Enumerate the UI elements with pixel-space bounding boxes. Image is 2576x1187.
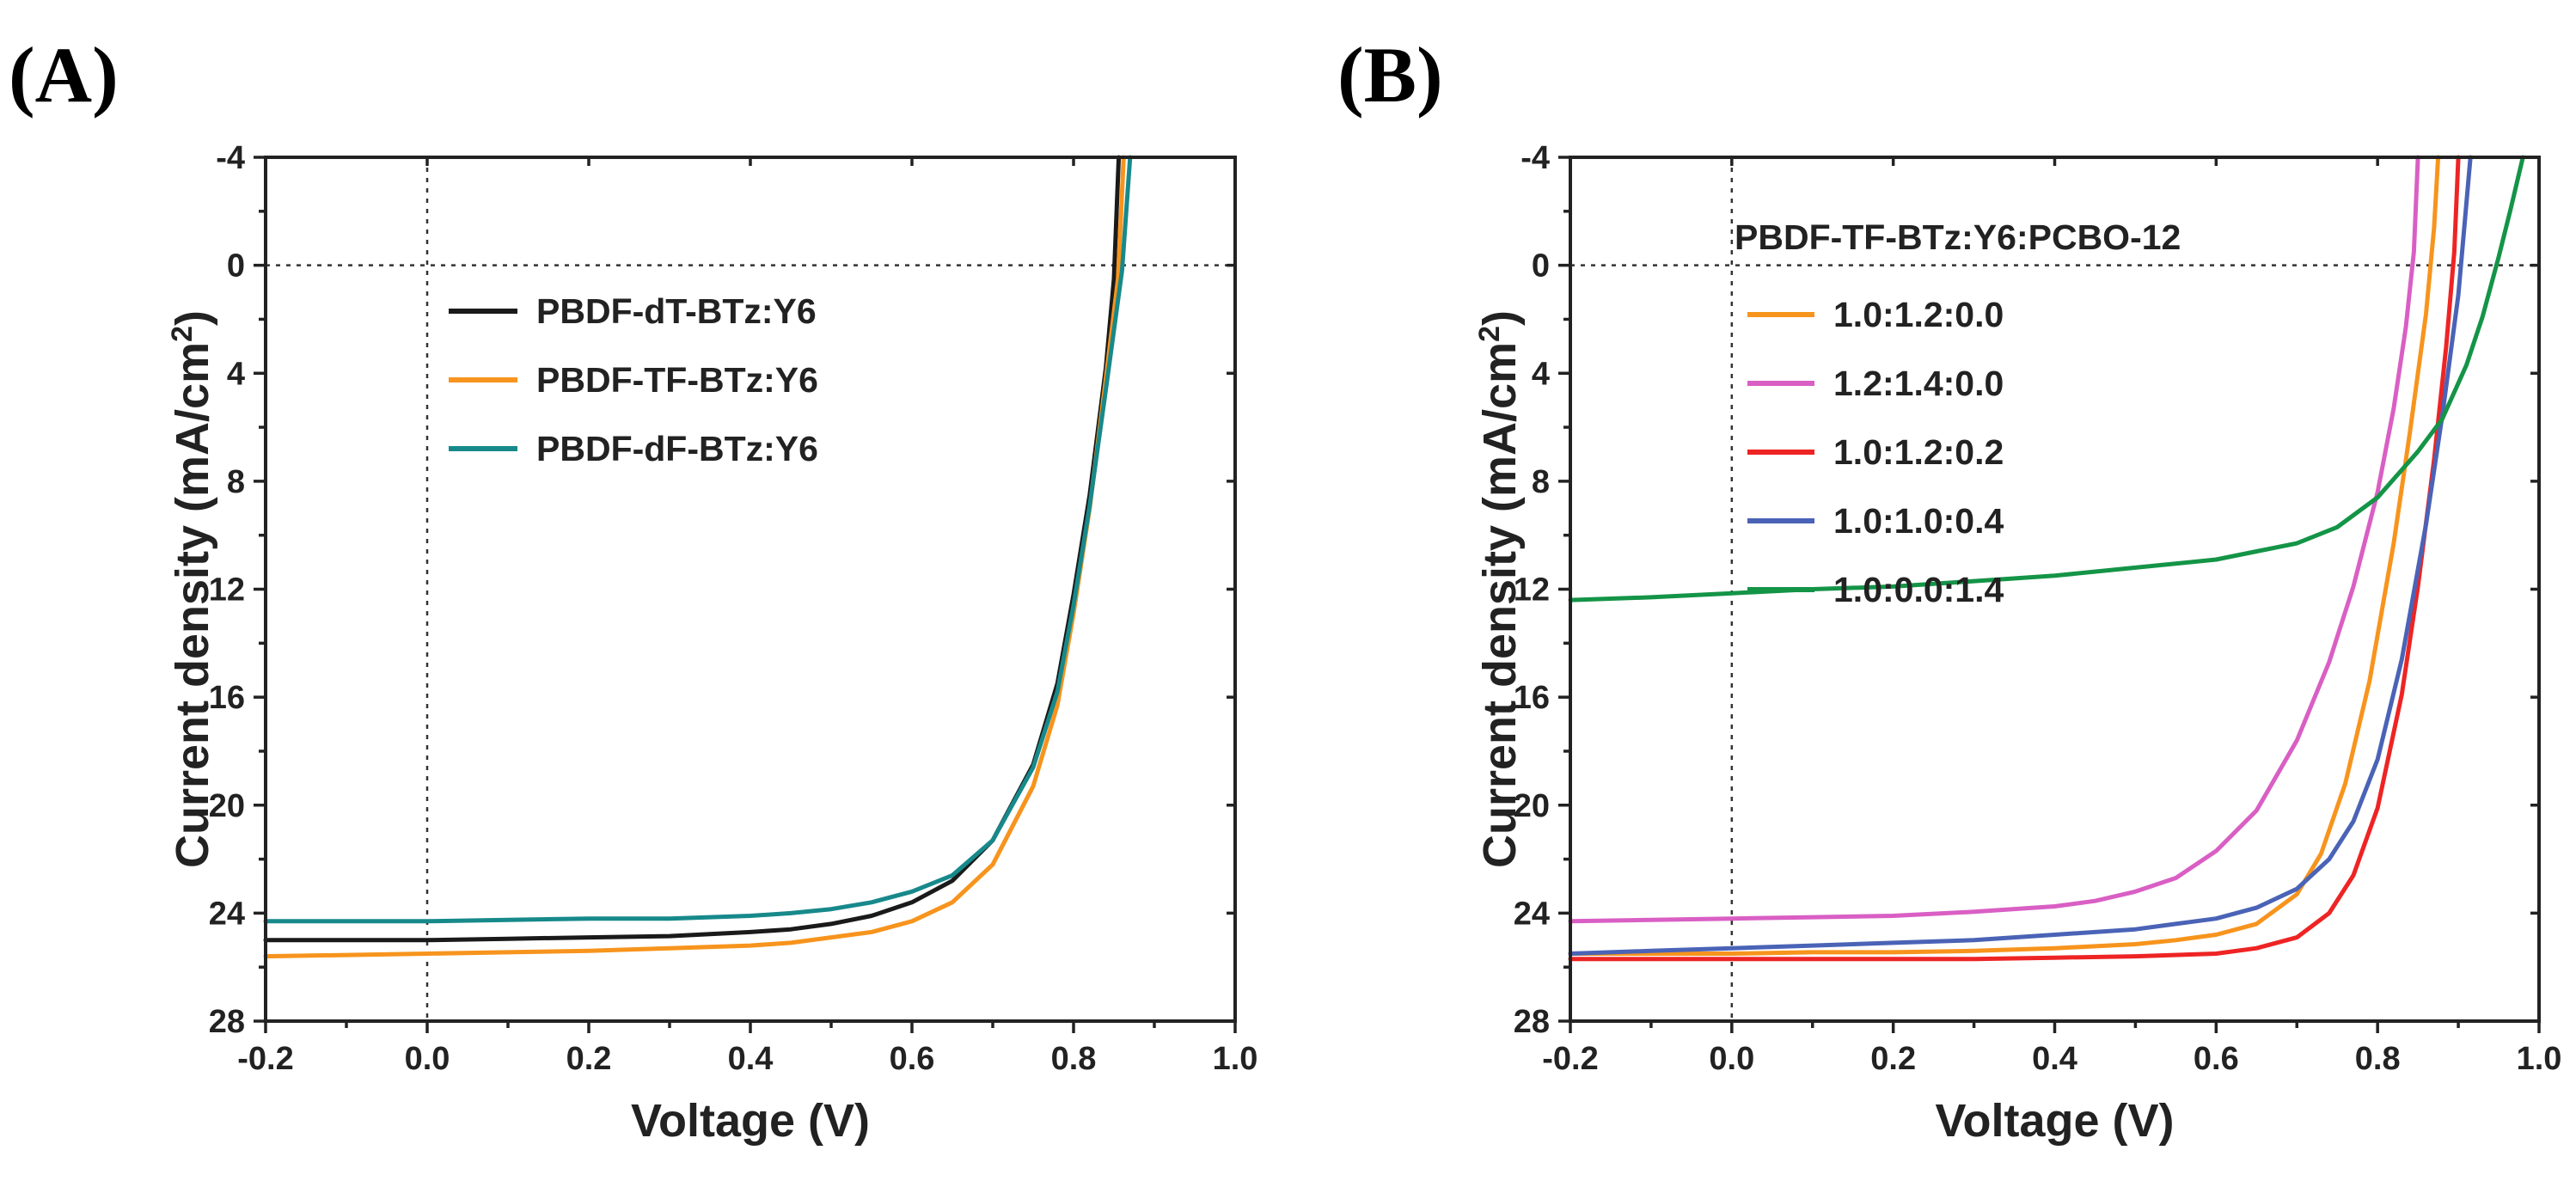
panel-a-y-tick-label: -4 [216,140,245,176]
panel-b-x-axis-title: Voltage (V) [1935,1095,2174,1147]
panel-b-y-tick-label: 4 [1532,356,1550,392]
panel-b-y-tick-label: 20 [1514,788,1550,824]
panel-b-series-line-4 [1568,155,2473,956]
panel-a-x-tick-label: 0.8 [1051,1041,1097,1077]
panel-b-legend-label-4: 1.0:1.0:0.4 [1833,501,2004,541]
panel-a-x-tick-label: 1.0 [1213,1041,1258,1077]
panel-a-y-tick-label: 0 [227,248,245,285]
panel-a-x-axis-title: Voltage (V) [631,1095,870,1147]
panel-b-y-tick-label: 28 [1514,1004,1550,1040]
panel-a-y-tick-label: 28 [209,1004,245,1040]
panel-a-legend-label-1: PBDF-dT-BTz:Y6 [536,291,817,331]
panel-a-y-axis-title: Current density (mA/cm2) [166,310,218,868]
panel-b-legend-title: PBDF-TF-BTz:Y6:PCBO-12 [1735,217,2181,257]
panel-b-y-tick-label: 24 [1514,896,1550,932]
panel-b-label: (B) [1337,31,1443,119]
panel-a-x-tick-label: 0.6 [890,1041,935,1077]
panel-a-series-line-1 [263,155,1122,943]
panel-b-series-line-5 [1568,155,2525,603]
panel-b-x-tick-label: 1.0 [2517,1041,2562,1077]
panel-b-x-tick-label: 0.0 [1709,1041,1754,1077]
panel-b-x-tick-label: 0.2 [1870,1041,1916,1077]
panel-b-legend-label-1: 1.0:1.2:0.0 [1833,295,2004,334]
panel-a-legend-label-3: PBDF-dF-BTz:Y6 [536,429,818,468]
panel-b-x-tick-label: 0.6 [2194,1041,2239,1077]
panel-a-y-tick-label: 8 [227,464,245,500]
panel-b-y-axis-title: Current density (mA/cm2) [1473,310,1526,868]
panel-a-y-tick-label: 24 [209,896,245,932]
panel-b-y-tick-label: 16 [1514,680,1550,716]
panel-a-plot-frame [264,156,1237,1023]
panel-a-legend-label-2: PBDF-TF-BTz:Y6 [536,360,818,400]
panel-b-x-tick-label: 0.8 [2355,1041,2401,1077]
panel-b-series-line-1 [1568,155,2441,956]
panel-a-x-tick-label: 0.2 [566,1041,612,1077]
panel-a-y-tick-label: 20 [209,788,245,824]
panel-b-plot-frame [1569,156,2541,1023]
panel-a-x-tick-label: 0.4 [728,1041,774,1077]
panel-a-x-tick-label: 0.0 [405,1041,450,1077]
chart-panel-a: -0.2 0.0 0.2 0.4 0.6 0.8 1.0 -4 0 4 8 12 16 20 24 28 Vol… [166,140,1257,1147]
panel-a-label: (A) [9,31,119,119]
panel-b-x-tick-label: -0.2 [1542,1041,1598,1077]
panel-a-x-tick-label: -0.2 [237,1041,293,1077]
panel-b-y-tick-label: -4 [1521,140,1550,176]
panel-b-legend-label-2: 1.2:1.4:0.0 [1833,364,2004,403]
panel-b-legend-label-5: 1.0:0.0:1.4 [1833,570,2004,609]
panel-a-y-tick-label: 12 [209,572,245,609]
panel-b-y-tick-label: 8 [1532,464,1550,500]
panel-b-x-tick-label: 0.4 [2032,1041,2077,1077]
panel-a-y-tick-label: 16 [209,680,245,716]
panel-b-y-tick-label: 0 [1532,248,1550,285]
panel-b-series-line-2 [1568,155,2420,924]
panel-a-y-tick-label: 4 [227,356,245,392]
chart-panel-b: -0.2 0.0 0.2 0.4 0.6 0.8 1.0 -4 0 4 8 12 16 20 24 28 Vol… [1473,140,2561,1147]
panel-b-legend-label-3: 1.0:1.2:0.2 [1833,432,2004,472]
panel-b-y-tick-label: 12 [1514,572,1550,609]
panel-a-series-line-3 [263,155,1133,924]
